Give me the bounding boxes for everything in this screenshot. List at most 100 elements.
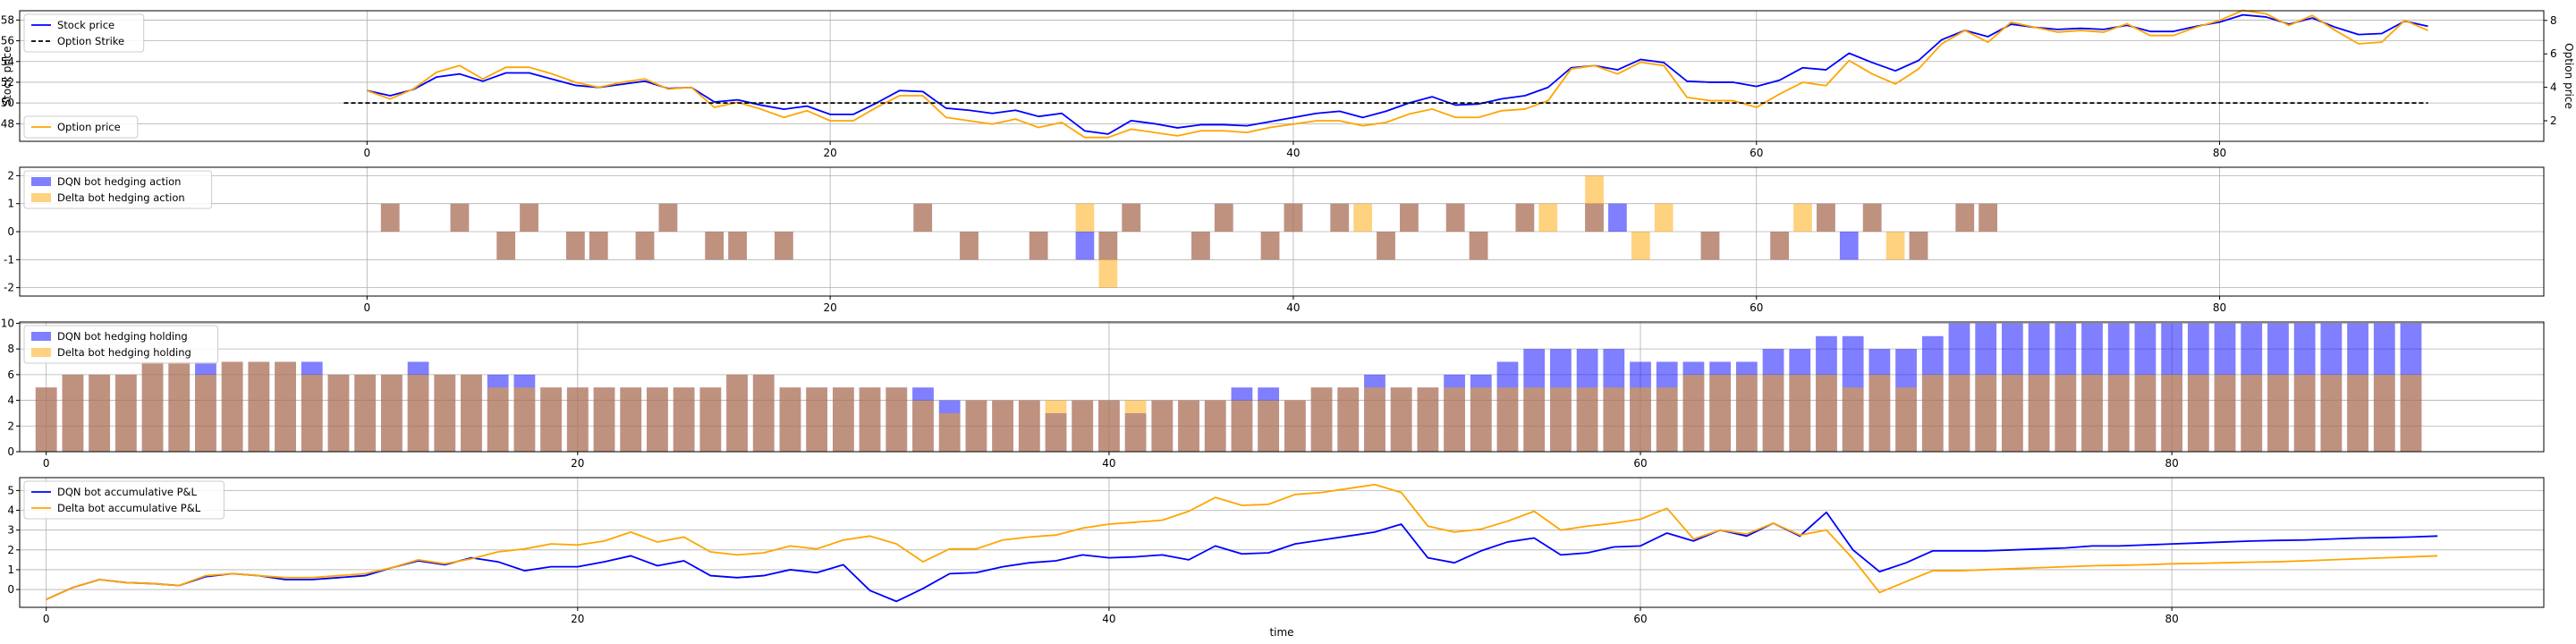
legend-swatch xyxy=(31,332,51,341)
x-tick-label: 80 xyxy=(2213,301,2226,314)
legend-label: Stock price xyxy=(57,19,114,31)
x-tick-label: 0 xyxy=(364,301,371,314)
y2-tick-label: 6 xyxy=(2550,47,2557,60)
bar xyxy=(1608,203,1627,232)
x-tick-label: 0 xyxy=(43,457,50,470)
bar xyxy=(1191,232,1210,260)
y-tick-label: 10 xyxy=(1,317,14,329)
bar xyxy=(1029,232,1048,260)
bar xyxy=(728,232,747,260)
bar xyxy=(589,232,608,260)
bar xyxy=(1515,203,1535,232)
bar xyxy=(620,387,642,452)
legend-box xyxy=(23,170,213,209)
bar xyxy=(673,387,695,452)
legend: DQN bot accumulative P&L Delta bot accumu… xyxy=(23,480,225,520)
bar xyxy=(1204,400,1226,452)
y-tick-label: 1 xyxy=(7,198,14,210)
y-tick-label: 58 xyxy=(1,13,14,26)
y-tick-label: 54 xyxy=(1,55,14,68)
x-tick-label: 80 xyxy=(2165,613,2178,625)
y2-ticks: 2 4 6 8 xyxy=(2544,14,2557,127)
legend: DQN bot hedging holding Delta bot hedging… xyxy=(23,325,218,364)
bar xyxy=(2293,374,2316,452)
bar xyxy=(1377,232,1395,260)
bar xyxy=(705,232,724,260)
bar xyxy=(1075,232,1095,260)
legend-box xyxy=(23,115,139,139)
bar xyxy=(1353,203,1372,232)
y-ticks: 0 1 2 3 4 5 xyxy=(7,484,20,596)
bar xyxy=(1585,175,1604,232)
bar xyxy=(1817,203,1835,232)
legend-label: Delta bot hedging action xyxy=(57,191,185,204)
bar xyxy=(992,400,1013,452)
bar xyxy=(593,387,615,452)
y-tick-label: 0 xyxy=(7,225,14,238)
y-tick-label: 8 xyxy=(7,343,14,355)
x-tick-label: 40 xyxy=(1286,301,1300,314)
legend-label: Delta bot hedging holding xyxy=(57,346,191,359)
bar xyxy=(2107,374,2130,452)
series-2 xyxy=(380,175,1997,288)
y2-axis-label: Option price xyxy=(2563,43,2575,109)
bar xyxy=(407,374,429,452)
y-tick-label: 0 xyxy=(7,583,14,596)
y-tick-label: 56 xyxy=(1,35,14,47)
bar xyxy=(647,387,668,452)
bar xyxy=(1921,374,1944,452)
bar xyxy=(1072,400,1094,452)
series-line-2 xyxy=(367,9,2428,139)
bar xyxy=(1955,203,1975,232)
legend-label: DQN bot hedging holding xyxy=(57,330,188,343)
bar xyxy=(114,374,137,452)
bar xyxy=(1895,387,1917,452)
x-tick-label: 0 xyxy=(43,613,50,625)
axes-frame xyxy=(19,10,2545,142)
y-tick-label: 2 xyxy=(7,169,14,182)
series-line-1 xyxy=(46,511,2438,603)
y-tick-label: 52 xyxy=(1,76,14,89)
legend-swatch xyxy=(31,177,51,186)
y-ticks: -2 -1 0 1 2 xyxy=(4,169,20,294)
y-tick-label: 0 xyxy=(7,445,14,458)
bar xyxy=(1284,203,1303,232)
x-tick-label: 20 xyxy=(571,613,584,625)
legend-box xyxy=(23,325,218,364)
y2-tick-label: 8 xyxy=(2550,14,2557,27)
bar xyxy=(1816,374,1837,452)
plot-content xyxy=(35,323,2422,452)
series-line-2 xyxy=(46,483,2438,600)
grid xyxy=(20,167,2544,296)
bar xyxy=(960,232,979,260)
bar xyxy=(912,400,934,452)
bar xyxy=(1045,400,1067,452)
bar xyxy=(806,387,828,452)
bar xyxy=(2187,374,2209,452)
y-tick-label: 1 xyxy=(7,564,14,576)
bar xyxy=(2373,374,2395,452)
legend-label: Delta bot accumulative P&L xyxy=(57,502,201,514)
bar xyxy=(2347,374,2368,452)
bar xyxy=(699,387,722,452)
axes-frame xyxy=(19,477,2545,608)
bar xyxy=(434,374,456,452)
bar xyxy=(89,374,110,452)
bar xyxy=(965,400,987,452)
bar xyxy=(301,374,323,452)
bar xyxy=(1470,387,1492,452)
bar xyxy=(1364,387,1385,452)
bar xyxy=(938,412,961,452)
bar xyxy=(1214,203,1233,232)
bar xyxy=(62,374,84,452)
bar xyxy=(2055,374,2077,452)
grid xyxy=(20,11,2544,141)
bar xyxy=(2134,374,2157,452)
bar xyxy=(1631,232,1650,260)
y-tick-label: 48 xyxy=(1,117,14,130)
bar xyxy=(1496,387,1519,452)
bar xyxy=(1975,374,1997,452)
bar xyxy=(1018,400,1040,452)
x-tick-label: 20 xyxy=(824,301,837,314)
